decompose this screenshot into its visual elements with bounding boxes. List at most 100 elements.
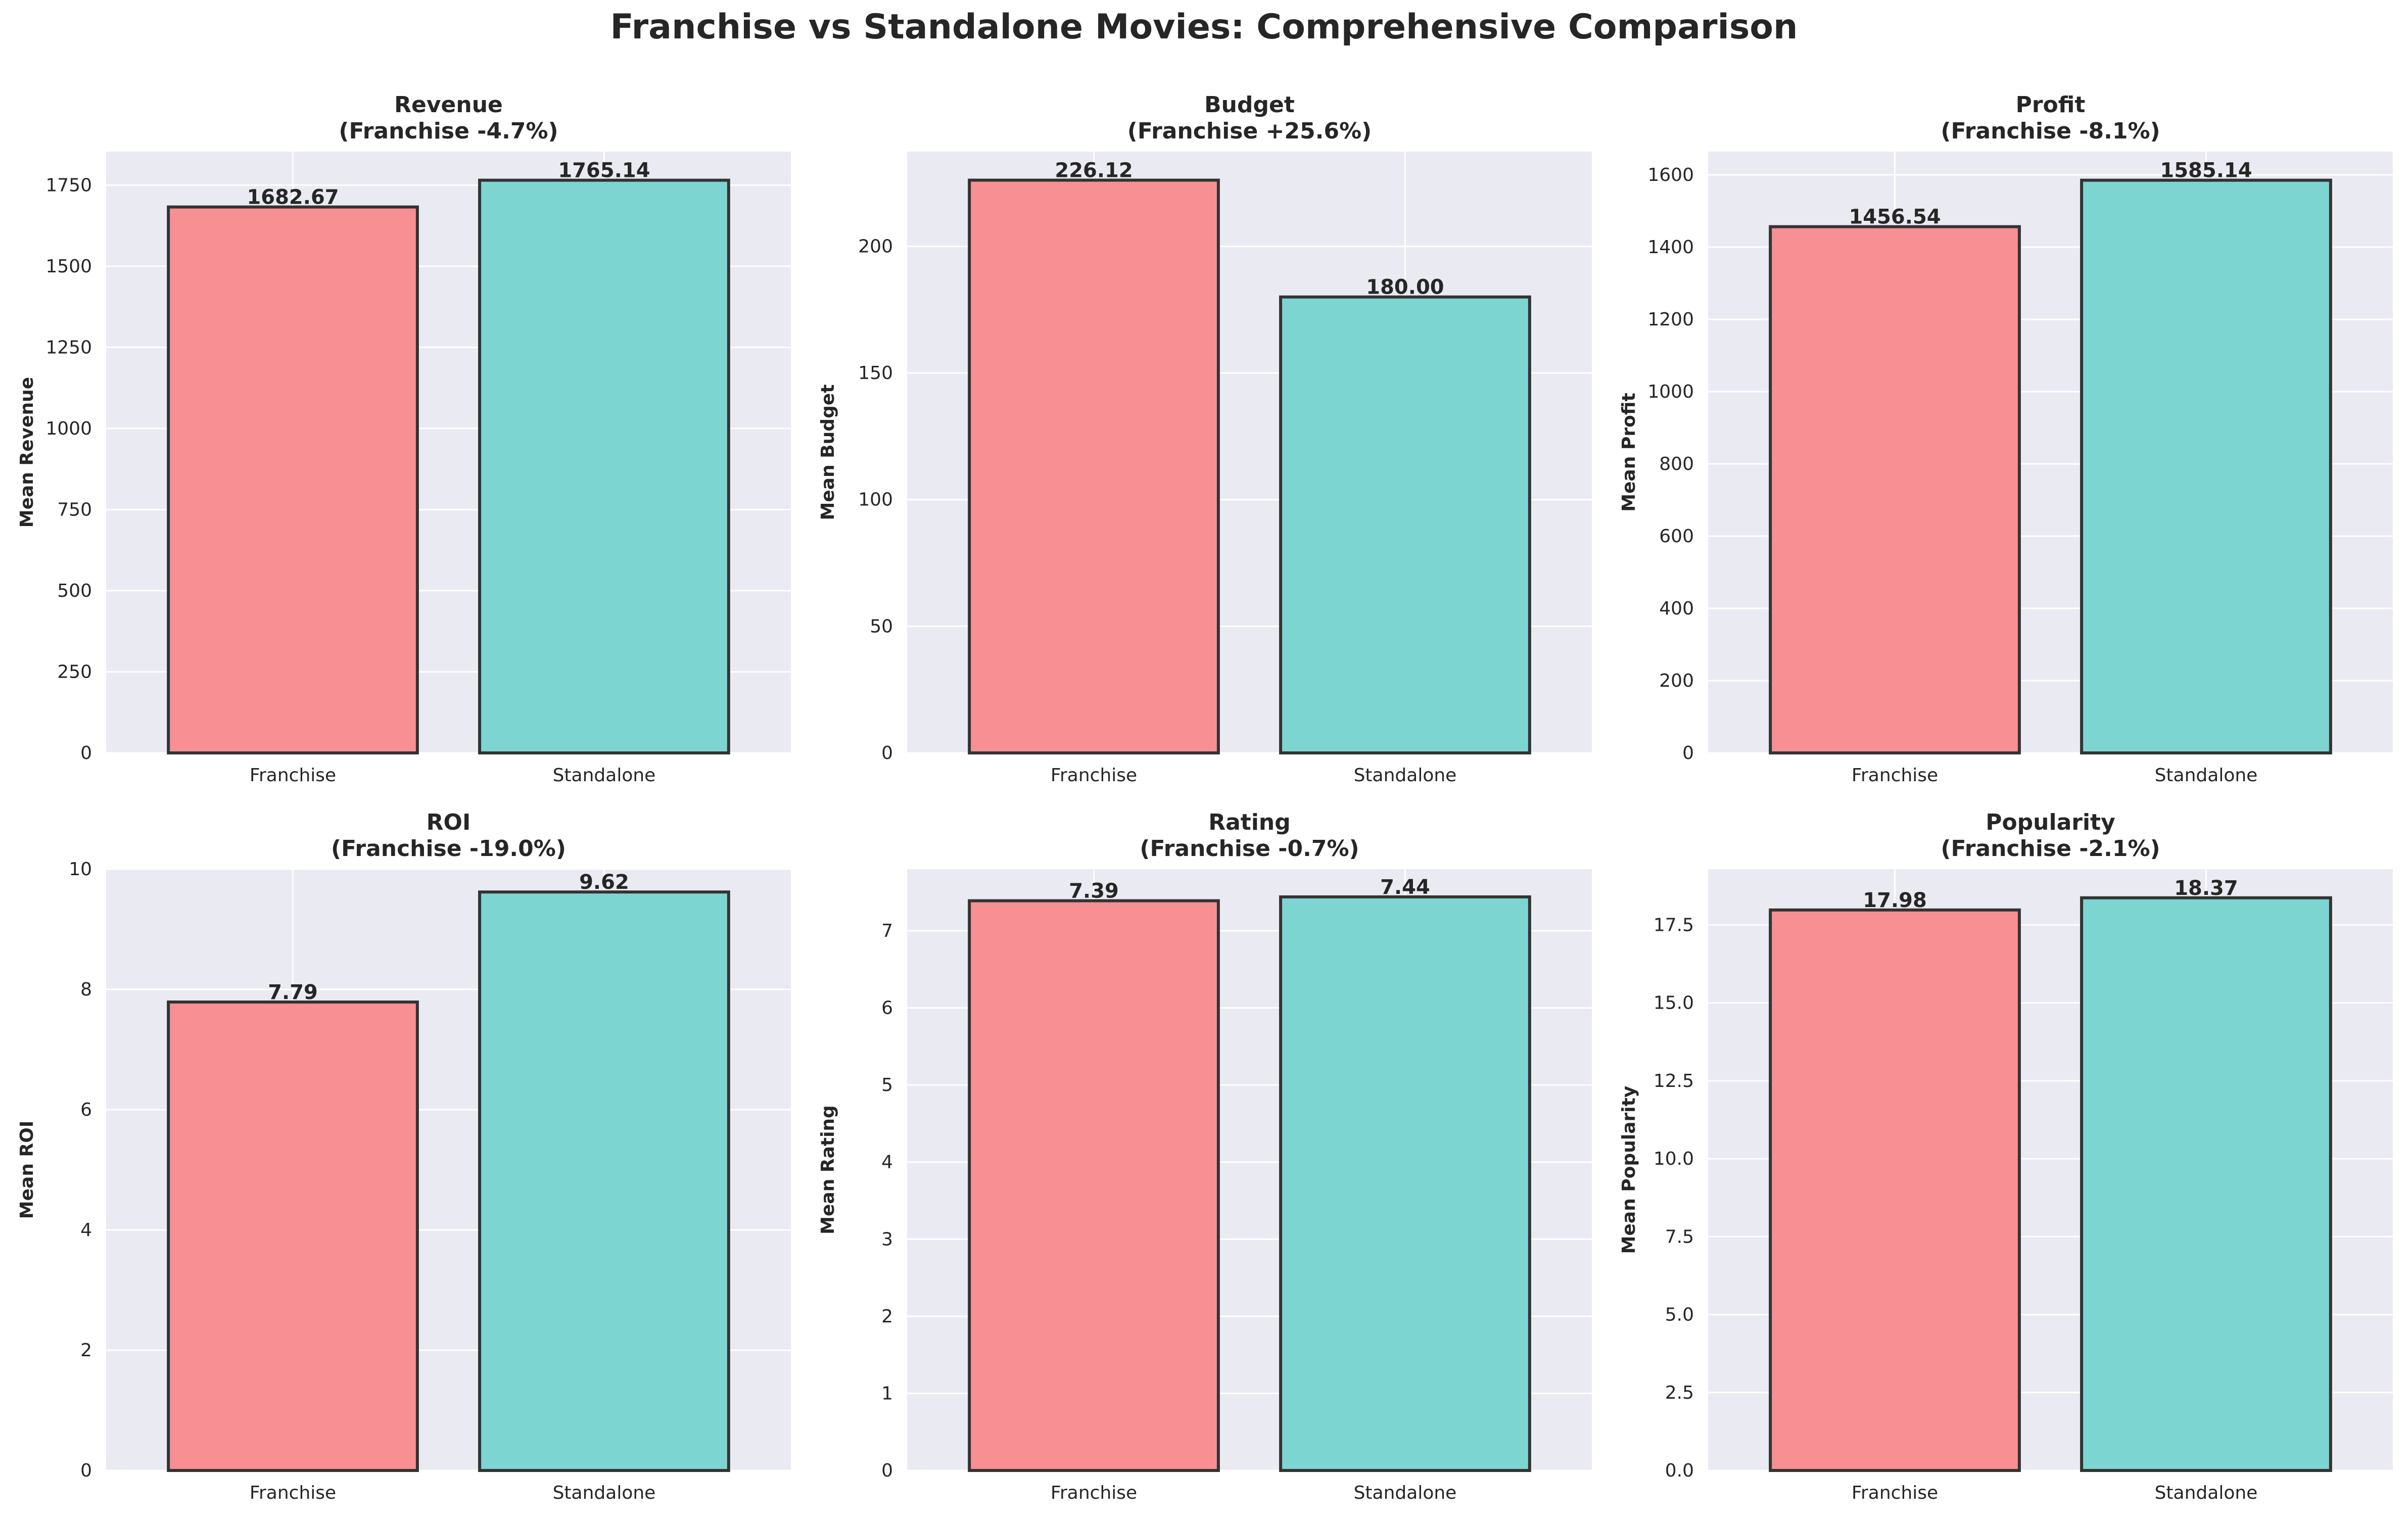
value-label: 7.44	[1380, 876, 1430, 899]
bar-standalone	[478, 178, 730, 755]
y-tick-label: 5	[881, 1075, 893, 1096]
y-tick-label: 7	[881, 921, 893, 941]
panel-subtitle: (Franchise -2.1%)	[1941, 836, 2160, 862]
y-tick-label: 17.5	[1654, 915, 1694, 935]
x-tick-label: Standalone	[553, 1483, 656, 1503]
bar-standalone	[1279, 295, 1531, 754]
y-tick-label: 1000	[1647, 382, 1694, 402]
panel-title: ROI	[427, 810, 471, 835]
y-tick-label: 2.5	[1665, 1383, 1694, 1403]
value-label: 1456.54	[1849, 206, 1941, 229]
panel-subtitle: (Franchise -4.7%)	[339, 118, 558, 144]
y-tick-label: 1250	[45, 337, 92, 358]
y-tick-label: 0	[80, 743, 92, 764]
y-tick-label: 8	[80, 979, 92, 1000]
value-label: 1682.67	[247, 186, 339, 209]
y-axis-label: Mean Rating	[818, 1105, 838, 1234]
y-tick-label: 2	[80, 1340, 92, 1361]
value-label: 1765.14	[558, 159, 650, 182]
y-axis-label: Mean Revenue	[17, 377, 37, 528]
panel-title: Rating	[1208, 810, 1291, 835]
value-label: 226.12	[1055, 159, 1132, 182]
y-tick-label: 750	[57, 499, 92, 520]
y-tick-label: 1000	[45, 418, 92, 439]
y-tick-label: 800	[1659, 454, 1694, 474]
y-tick-label: 0	[80, 1460, 92, 1481]
bar-franchise	[167, 205, 419, 754]
x-tick-label: Franchise	[1051, 1483, 1137, 1503]
y-tick-label: 150	[858, 363, 893, 384]
bar-franchise	[968, 899, 1220, 1472]
x-tick-label: Franchise	[250, 1483, 336, 1503]
y-tick-label: 4	[881, 1152, 893, 1173]
x-tick-label: Franchise	[1852, 765, 1938, 786]
panel-subtitle: (Franchise -8.1%)	[1941, 118, 2160, 144]
chart-panel-2: 226.12 180.00 0 50 100 150 200 Franchise Standal…	[818, 92, 1592, 786]
y-tick-label: 5.0	[1665, 1305, 1694, 1325]
y-tick-label: 0	[881, 1460, 893, 1481]
bar-standalone	[2080, 896, 2332, 1472]
y-tick-label: 200	[1659, 671, 1694, 691]
y-tick-label: 15.0	[1654, 993, 1694, 1014]
page-title: Franchise vs Standalone Movies: Comprehe…	[610, 7, 1798, 47]
bar-standalone	[2080, 178, 2332, 754]
y-axis-label: Mean Profit	[1619, 393, 1639, 511]
y-tick-label: 3	[881, 1229, 893, 1250]
y-tick-label: 4	[80, 1220, 92, 1241]
chart-panel-5: 7.39 7.44 0 1 2 3 4 5 6 7 Franchise Standalone Ratin…	[818, 810, 1592, 1503]
bar-franchise	[1769, 225, 2021, 755]
x-tick-label: Franchise	[1051, 765, 1137, 786]
y-tick-label: 1400	[1647, 237, 1694, 258]
value-label: 17.98	[1863, 889, 1927, 912]
y-tick-label: 1200	[1647, 309, 1694, 330]
y-tick-label: 50	[870, 616, 893, 637]
value-label: 9.62	[579, 871, 629, 894]
y-tick-label: 600	[1659, 526, 1694, 547]
value-label: 18.37	[2174, 877, 2238, 900]
y-tick-label: 12.5	[1654, 1071, 1694, 1091]
x-tick-label: Standalone	[2155, 1483, 2258, 1503]
panel-title: Popularity	[1986, 810, 2115, 835]
bar-standalone	[1279, 895, 1531, 1472]
panel-title: Revenue	[394, 92, 503, 118]
panel-subtitle: (Franchise -0.7%)	[1140, 836, 1359, 862]
value-label: 7.79	[268, 981, 318, 1004]
bar-franchise	[968, 178, 1220, 754]
value-label: 1585.14	[2160, 159, 2252, 182]
bar-standalone	[478, 890, 730, 1472]
bar-franchise	[167, 1000, 419, 1472]
x-tick-label: Standalone	[1354, 765, 1457, 786]
chart-panel-4: 7.79 9.62 0 2 4 6 8 10 Franchise Standalone ROI(Fr…	[17, 810, 791, 1503]
value-label: 180.00	[1366, 276, 1444, 299]
y-tick-label: 200	[858, 236, 893, 257]
x-tick-label: Standalone	[553, 765, 656, 786]
chart-panel-3: 1456.54 1585.14 0 200 400 600 800 1000 1200 1400 1…	[1619, 92, 2393, 786]
y-tick-label: 1600	[1647, 165, 1694, 185]
x-tick-label: Franchise	[250, 765, 336, 786]
y-tick-label: 400	[1659, 598, 1694, 619]
bar-franchise	[1769, 908, 2021, 1472]
y-tick-label: 10	[69, 859, 92, 880]
y-tick-label: 250	[57, 661, 92, 682]
y-axis-label: Mean ROI	[17, 1121, 37, 1219]
y-tick-label: 0.0	[1665, 1460, 1694, 1481]
value-label: 7.39	[1069, 880, 1119, 903]
panel-title: Budget	[1204, 92, 1295, 118]
y-tick-label: 0	[881, 743, 893, 764]
y-tick-label: 500	[57, 581, 92, 601]
y-tick-label: 0	[1682, 743, 1694, 764]
chart-panel-1: 1682.67 1765.14 0 250 500 750 1000 1250 1500 1750…	[17, 92, 791, 786]
y-tick-label: 7.5	[1665, 1226, 1694, 1247]
panel-title: Profit	[2016, 92, 2086, 118]
y-tick-label: 1	[881, 1383, 893, 1404]
chart-panel-6: 17.98 18.37 0.0 2.5 5.0 7.5 10.0 12.5 15.0 17.5 Fr…	[1619, 810, 2393, 1503]
panel-subtitle: (Franchise -19.0%)	[331, 836, 566, 862]
y-tick-label: 100	[858, 490, 893, 510]
y-tick-label: 10.0	[1654, 1149, 1694, 1169]
panel-subtitle: (Franchise +25.6%)	[1127, 118, 1372, 144]
y-tick-label: 2	[881, 1306, 893, 1327]
y-tick-label: 6	[80, 1100, 92, 1120]
x-tick-label: Standalone	[2155, 765, 2258, 786]
x-tick-label: Franchise	[1852, 1483, 1938, 1503]
